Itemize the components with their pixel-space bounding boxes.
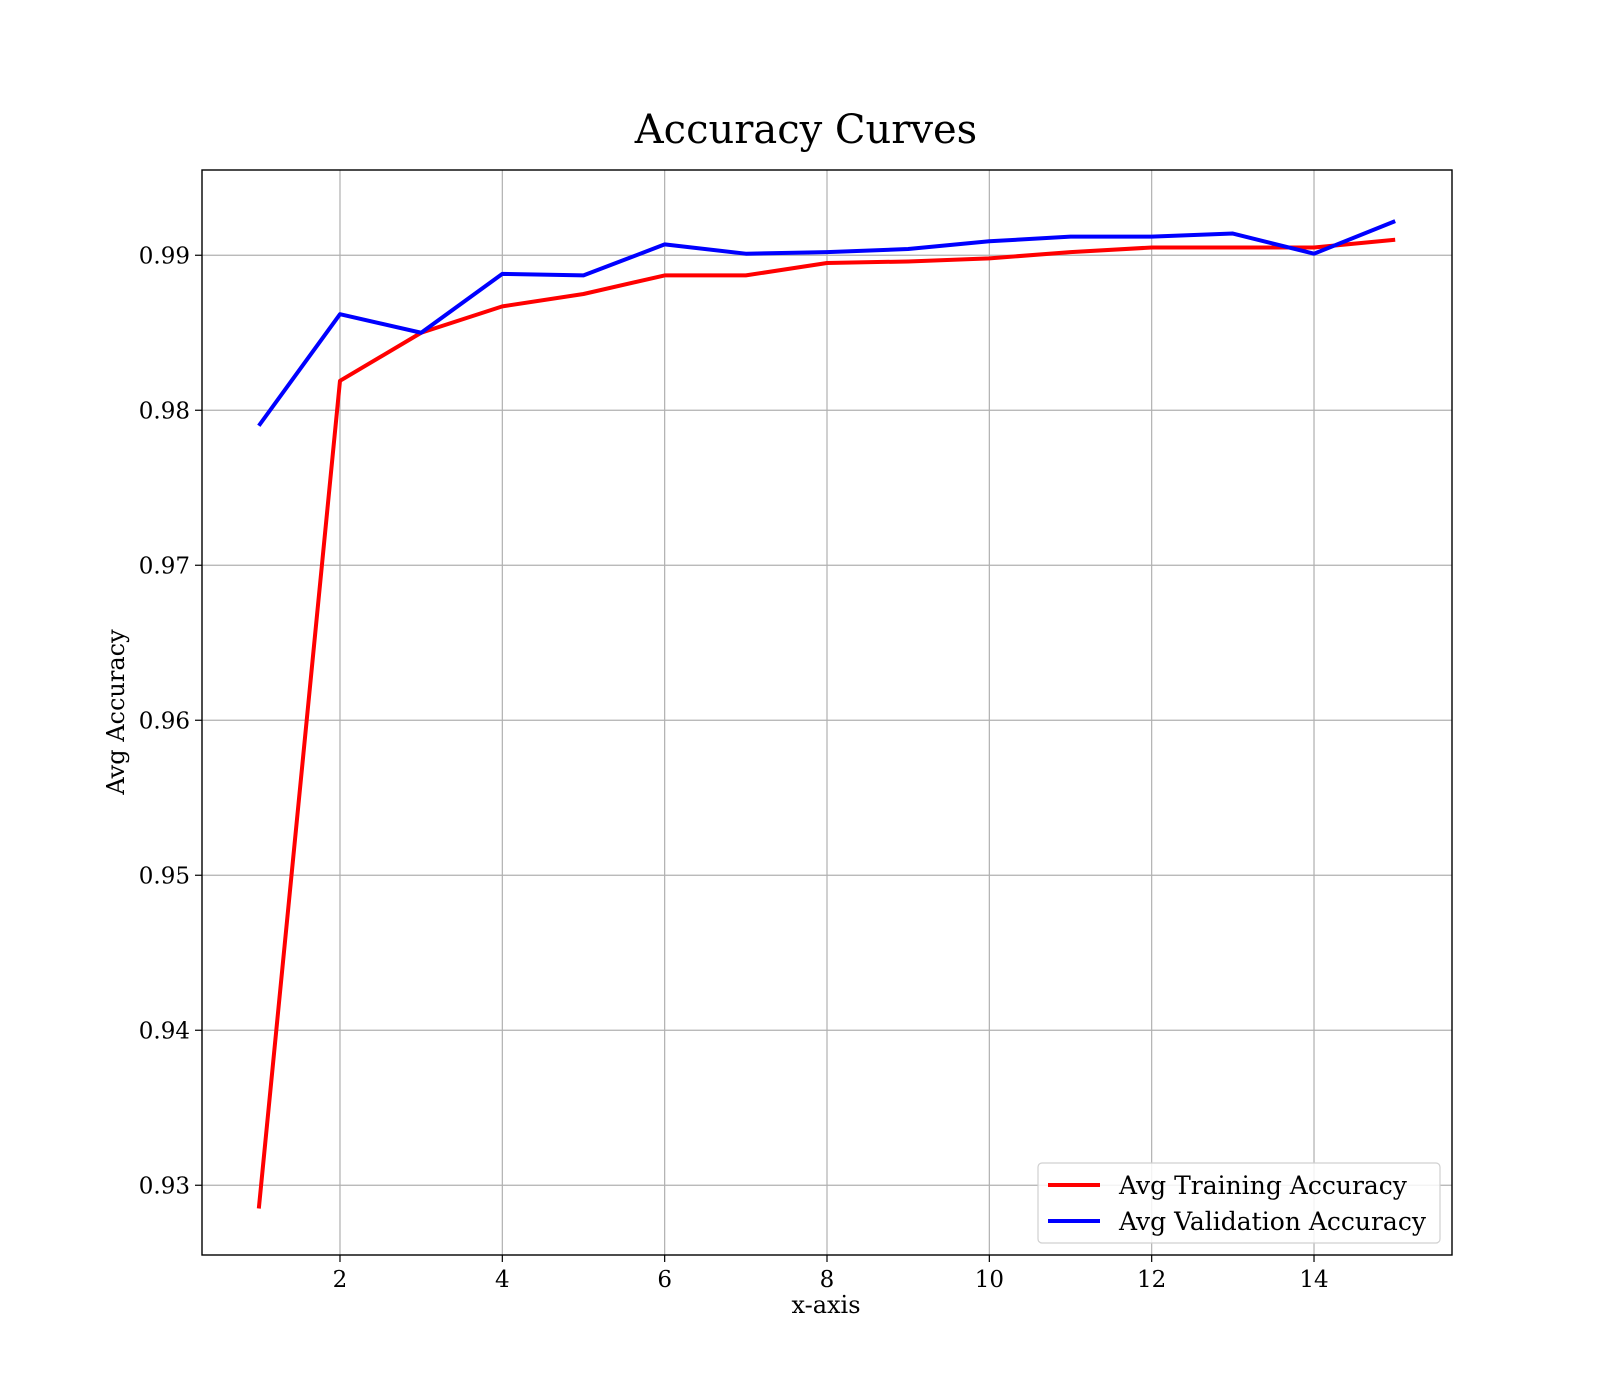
legend-entry: Avg Training Accuracy xyxy=(1118,1171,1408,1200)
y-tick-label: 0.97 xyxy=(139,553,190,579)
x-tick-label: 14 xyxy=(1299,1267,1328,1293)
x-tick-label: 10 xyxy=(975,1267,1004,1293)
legend-box xyxy=(1037,1162,1441,1244)
grid-lines xyxy=(202,170,1452,1255)
x-axis-label: x-axis xyxy=(791,1291,860,1319)
x-tick-label: 12 xyxy=(1137,1267,1166,1293)
y-tick-label: 0.96 xyxy=(139,708,190,734)
series-lines xyxy=(256,219,1396,1209)
axis-ticks: 2 4 6 8 10 12 14 0.93 0.94 0.95 0.96 0.97 0.98 0.99 xyxy=(139,243,1329,1293)
y-tick-label: 0.95 xyxy=(139,863,190,889)
y-axis-label: Avg Accuracy xyxy=(102,629,130,796)
series-line-1 xyxy=(257,219,1396,427)
legend: Avg Training Accuracy Avg Validation Accu… xyxy=(1037,1162,1441,1244)
series-line-0 xyxy=(256,237,1396,1209)
y-tick-label: 0.93 xyxy=(139,1173,190,1199)
x-tick-label: 8 xyxy=(820,1267,835,1293)
y-tick-label: 0.94 xyxy=(139,1018,190,1044)
x-tick-label: 2 xyxy=(333,1267,348,1293)
x-tick-label: 6 xyxy=(657,1267,672,1293)
y-tick-label: 0.98 xyxy=(139,398,190,424)
y-tick-label: 0.99 xyxy=(139,243,190,269)
chart-title: Accuracy Curves xyxy=(634,107,977,153)
legend-entry: Avg Validation Accuracy xyxy=(1118,1207,1427,1236)
x-tick-label: 4 xyxy=(495,1267,510,1293)
